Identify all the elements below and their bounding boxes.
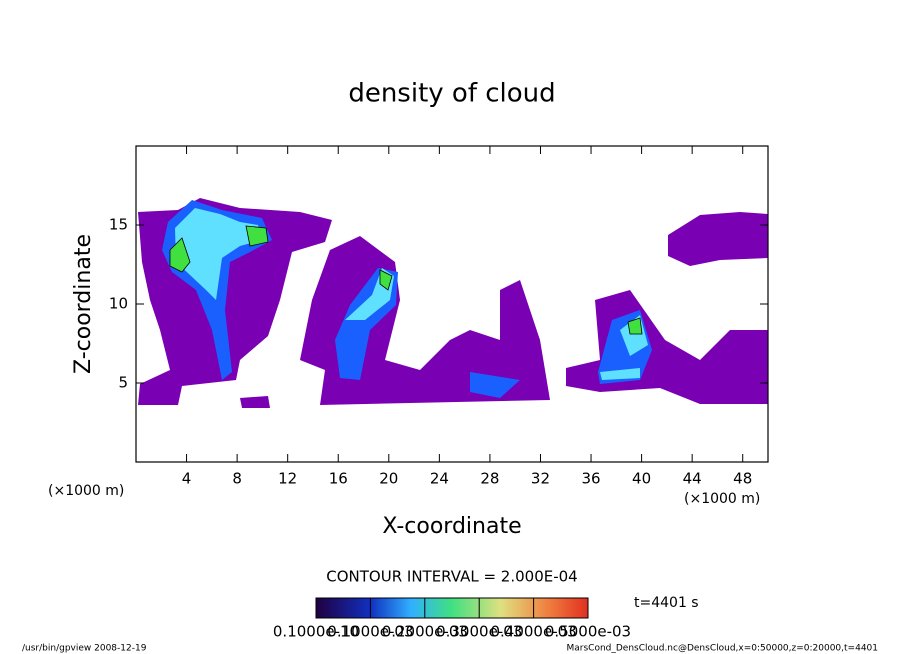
x-tick-label: 20 <box>379 470 398 488</box>
cloud-core <box>175 208 262 300</box>
cloud-field <box>138 198 768 408</box>
time-label: t=4401 s <box>634 595 699 611</box>
footer-right: MarsCond_DensCloud.nc@DensCloud,x=0:5000… <box>567 644 879 654</box>
footer-left: /usr/bin/gpview 2008-12-19 <box>22 644 147 654</box>
x-tick-label: 28 <box>480 470 499 488</box>
colorbar-tick-label: 0.4000e-03 <box>490 623 576 641</box>
x-tick-label: 24 <box>430 470 449 488</box>
cloud-core <box>379 269 643 335</box>
x-tick-label: 48 <box>733 470 752 488</box>
x-tick-label: 16 <box>329 470 348 488</box>
axis-unit: (×1000 m) <box>684 491 760 507</box>
colorbar-tick-label: 0.2000e-03 <box>382 623 468 641</box>
x-tick-label: 44 <box>683 470 702 488</box>
y-tick-label: 15 <box>109 216 128 234</box>
colorbar-tick-label: 0.3000e-03 <box>436 623 522 641</box>
cloud-region <box>566 290 768 404</box>
colorbar-tick-label: 0.5000e-03 <box>545 623 631 641</box>
y-axis-label: Z-coordinate <box>71 234 96 374</box>
cloud-core <box>169 225 269 273</box>
y-tick-label: 5 <box>118 374 128 392</box>
x-tick-label: 36 <box>581 470 600 488</box>
cloud-region <box>668 212 768 266</box>
x-tick-label: 40 <box>632 470 651 488</box>
x-axis-label: X-coordinate <box>382 514 521 539</box>
y-tick-label: 10 <box>109 295 128 313</box>
x-tick-label: 32 <box>531 470 550 488</box>
x-tick-label: 4 <box>182 470 192 488</box>
contour-interval: CONTOUR INTERVAL = 2.000E-04 <box>326 568 577 586</box>
colorbar <box>315 597 589 619</box>
x-tick-label: 12 <box>278 470 297 488</box>
colorbar-tick-label: 0.1000e-03 <box>327 623 413 641</box>
cloud-region <box>240 396 270 408</box>
colorbar-tick-label: 0.1000e-10 <box>273 623 359 641</box>
x-tick-label: 8 <box>232 470 242 488</box>
chart-title: density of cloud <box>348 79 555 109</box>
axis-unit: (×1000 m) <box>48 483 124 499</box>
